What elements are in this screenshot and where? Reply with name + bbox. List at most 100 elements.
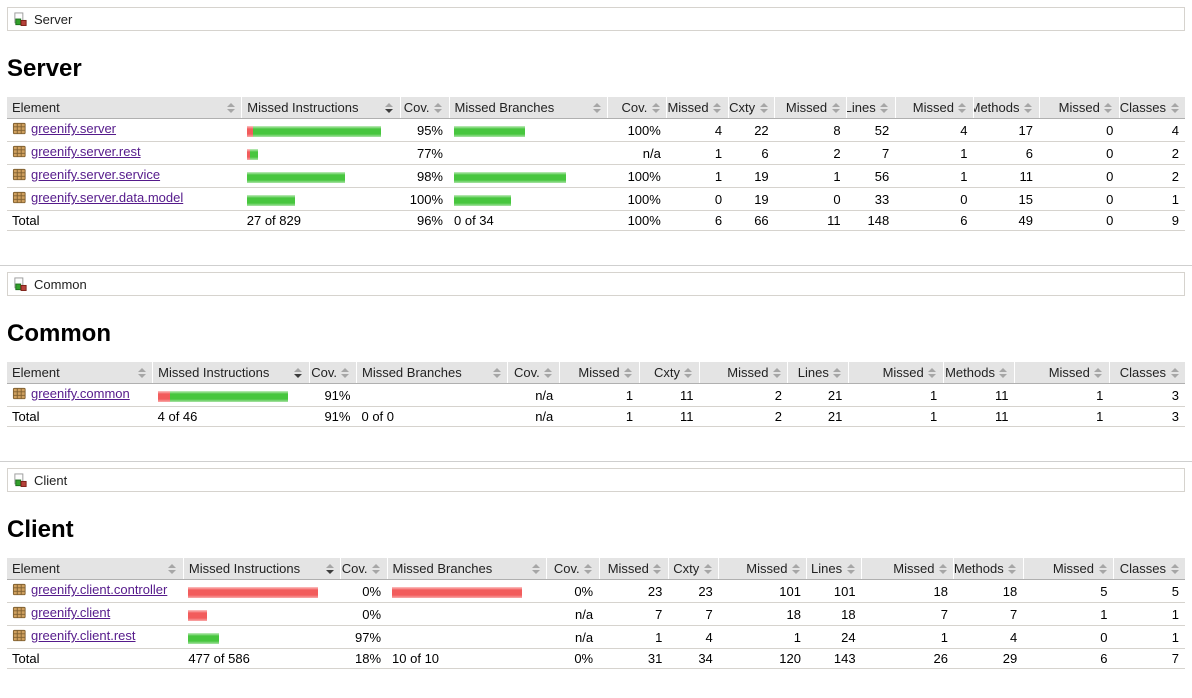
col-header-missed-instructions-1[interactable]: Missed Instructions — [182, 558, 341, 580]
package-name: greenify.server — [31, 121, 117, 136]
missed-branches-cell — [449, 141, 608, 165]
col-header-cxty-6[interactable]: Cxty — [638, 362, 700, 384]
col-header-cov-2[interactable]: Cov. — [308, 362, 357, 384]
element-cell: greenify.client.rest — [7, 625, 184, 649]
instruction-coverage-cell: 95% — [400, 118, 449, 142]
package-name: greenify.server.data.model — [31, 190, 184, 205]
total-branches-cell: 10 of 10 — [387, 648, 547, 669]
col-header-missed-5[interactable]: Missed — [598, 558, 669, 580]
metric-cell: 1 — [861, 625, 954, 649]
metric-cell: 56 — [846, 164, 896, 188]
missed-bar-segment — [157, 390, 170, 402]
metric-cell: 7 — [599, 602, 669, 626]
package-name: greenify.client — [31, 605, 111, 620]
branch-coverage-cell: n/a — [507, 383, 560, 407]
col-header-cov-4[interactable]: Cov. — [546, 558, 600, 580]
instruction-coverage-cell: 100% — [400, 187, 449, 211]
col-header-missed-9[interactable]: Missed — [861, 558, 954, 580]
sort-icon — [137, 367, 146, 378]
missed-branches-cell — [449, 187, 608, 211]
sort-icon — [703, 563, 712, 574]
total-metric-cell: 49 — [973, 210, 1039, 231]
col-header-classes-12[interactable]: Classes — [1113, 558, 1185, 580]
col-header-missed-7[interactable]: Missed — [698, 362, 788, 384]
col-header-missed-5[interactable]: Missed — [558, 362, 640, 384]
col-header-classes-12[interactable]: Classes — [1108, 362, 1185, 384]
sort-icon — [772, 367, 781, 378]
col-header-element-0[interactable]: Element — [7, 97, 242, 119]
sort-icon — [713, 102, 722, 113]
col-header-missed-branches-3[interactable]: Missed Branches — [386, 558, 547, 580]
total-metric-cell: 6 — [895, 210, 974, 231]
metric-cell: 22 — [728, 118, 775, 142]
col-header-cov-4[interactable]: Cov. — [607, 97, 667, 119]
sort-icon — [385, 102, 394, 113]
metric-cell: 8 — [774, 118, 847, 142]
package-link[interactable]: greenify.server — [12, 121, 116, 136]
package-link[interactable]: greenify.client — [12, 605, 110, 620]
col-header-label: Element — [12, 365, 60, 380]
col-header-cov-2[interactable]: Cov. — [399, 97, 449, 119]
col-header-cov-4[interactable]: Cov. — [507, 362, 560, 384]
metric-cell: 33 — [846, 187, 896, 211]
col-header-element-0[interactable]: Element — [7, 558, 184, 580]
missed-instructions-cell — [241, 141, 401, 165]
missed-bar-segment — [246, 125, 253, 137]
col-header-cxty-6[interactable]: Cxty — [667, 558, 719, 580]
col-header-lines-8[interactable]: Lines — [846, 97, 896, 119]
col-header-label: Lines — [810, 561, 843, 576]
package-link[interactable]: greenify.server.data.model — [12, 190, 183, 205]
col-header-cxty-6[interactable]: Cxty — [727, 97, 775, 119]
missed-branches-cell — [387, 625, 547, 649]
package-link[interactable]: greenify.server.rest — [12, 144, 141, 159]
metric-cell: 7 — [953, 602, 1024, 626]
col-header-methods-10[interactable]: Methods — [942, 362, 1015, 384]
package-link[interactable]: greenify.client.controller — [12, 582, 167, 597]
package-name: greenify.common — [31, 386, 130, 401]
sort-icon — [759, 102, 768, 113]
col-header-missed-branches-3[interactable]: Missed Branches — [355, 362, 508, 384]
col-header-missed-11[interactable]: Missed — [1022, 558, 1114, 580]
col-header-label: Missed Instructions — [158, 365, 270, 380]
sort-icon — [592, 102, 601, 113]
metric-cell: 1 — [774, 164, 847, 188]
table-row: greenify.server.rest 77% n/a 1 6 2 7 1 6 0 2 — [7, 141, 1185, 165]
package-link[interactable]: greenify.server.service — [12, 167, 160, 182]
col-header-methods-10[interactable]: Methods — [953, 558, 1024, 580]
package-link[interactable]: greenify.common — [12, 386, 130, 401]
total-metric-cell: 7 — [1113, 648, 1185, 669]
col-header-lines-8[interactable]: Lines — [806, 558, 862, 580]
metric-cell: 1 — [1113, 602, 1185, 626]
col-header-label: Missed — [1058, 100, 1100, 115]
col-header-missed-7[interactable]: Missed — [774, 97, 847, 119]
total-label-cell: Total — [7, 210, 242, 231]
col-header-missed-9[interactable]: Missed — [894, 97, 974, 119]
missed-instructions-cell — [183, 579, 341, 603]
col-header-missed-5[interactable]: Missed — [666, 97, 729, 119]
sort-icon — [880, 102, 889, 113]
col-header-element-0[interactable]: Element — [7, 362, 153, 384]
col-header-missed-branches-3[interactable]: Missed Branches — [448, 97, 608, 119]
col-header-classes-12[interactable]: Classes — [1118, 97, 1185, 119]
col-header-missed-11[interactable]: Missed — [1013, 362, 1110, 384]
col-header-label: Cov. — [553, 561, 580, 576]
col-header-cov-2[interactable]: Cov. — [340, 558, 388, 580]
coverage-report-root: Server Server Element Missed Instructions Co… — [0, 7, 1192, 669]
total-instructions-cell: 477 of 586 — [183, 648, 341, 669]
col-header-missed-7[interactable]: Missed — [718, 558, 807, 580]
col-header-methods-10[interactable]: Methods — [972, 97, 1039, 119]
missed-branches-cell — [387, 579, 547, 603]
col-header-missed-9[interactable]: Missed — [847, 362, 944, 384]
col-header-missed-instructions-1[interactable]: Missed Instructions — [241, 97, 401, 119]
col-header-label: Cov. — [621, 100, 648, 115]
col-header-missed-instructions-1[interactable]: Missed Instructions — [152, 362, 310, 384]
col-header-lines-8[interactable]: Lines — [787, 362, 849, 384]
missed-branches-cell — [449, 118, 608, 142]
sort-icon — [584, 563, 593, 574]
col-header-missed-11[interactable]: Missed — [1038, 97, 1120, 119]
sort-icon — [492, 367, 501, 378]
instructions-coverage-bar — [188, 632, 220, 644]
total-metric-cell: 2 — [699, 406, 788, 427]
sort-icon — [294, 367, 303, 378]
package-link[interactable]: greenify.client.rest — [12, 628, 136, 643]
